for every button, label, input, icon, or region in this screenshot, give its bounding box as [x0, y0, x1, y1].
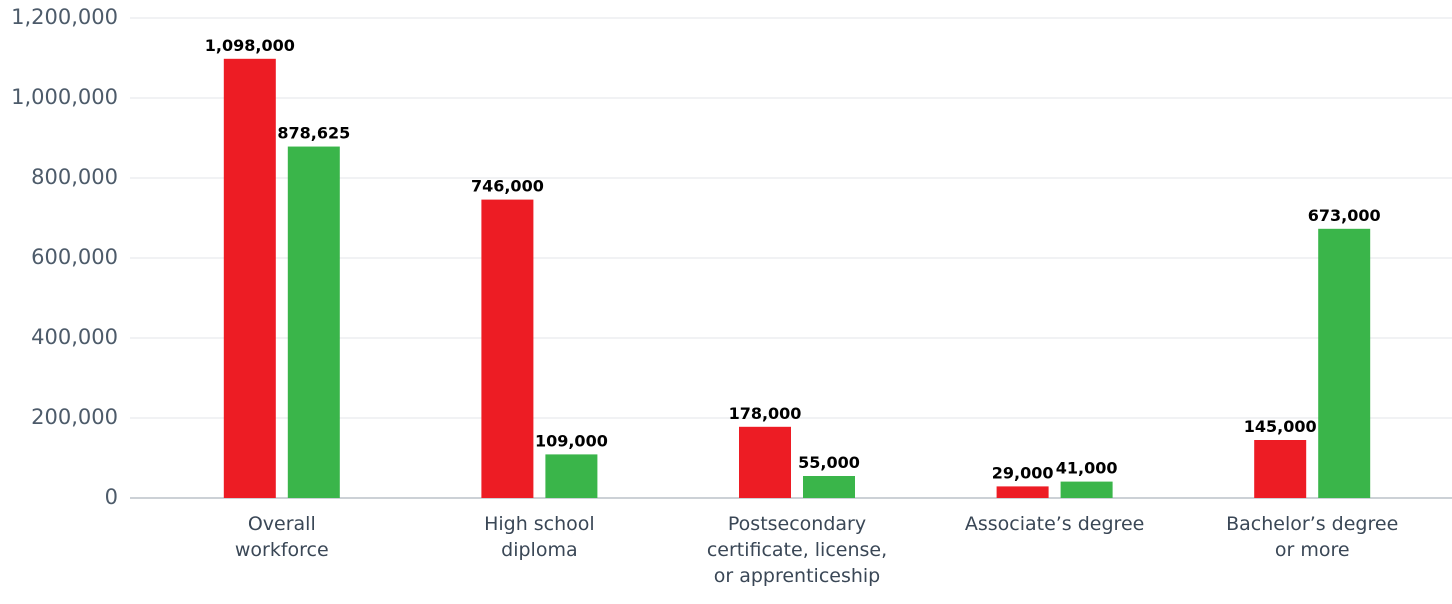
bar [739, 426, 791, 498]
value-label: 878,625 [277, 124, 350, 143]
x-tick-label: Bachelor’s degree or more [1226, 513, 1398, 561]
y-tick-label: 0 [105, 485, 118, 509]
value-label: 1,098,000 [205, 36, 295, 55]
bar [481, 199, 534, 498]
bar [996, 486, 1049, 498]
y-tick-label: 1,000,000 [11, 85, 118, 109]
x-tick-label: High school diploma [484, 513, 595, 561]
bar [545, 454, 598, 498]
bar [287, 146, 340, 499]
x-tick-label: Associate’s degree [965, 513, 1145, 535]
y-tick-label: 800,000 [31, 165, 118, 189]
value-label: 673,000 [1308, 206, 1381, 225]
y-tick-label: 1,200,000 [11, 5, 118, 29]
value-label: 109,000 [535, 431, 608, 450]
value-label: 178,000 [729, 404, 802, 423]
bar [223, 58, 276, 499]
y-tick-label: 200,000 [31, 405, 118, 429]
x-tick-label: Overall workforce [235, 513, 329, 561]
value-label: 55,000 [798, 453, 860, 472]
bar [803, 476, 855, 498]
value-label: 145,000 [1244, 417, 1317, 436]
y-tick-label: 400,000 [31, 325, 118, 349]
value-label: 41,000 [1056, 459, 1118, 478]
value-label: 746,000 [471, 177, 544, 196]
x-tick-label: Postsecondary certificate, license, or app… [707, 513, 887, 587]
value-label: 29,000 [992, 463, 1054, 482]
bar [1060, 481, 1113, 498]
y-tick-label: 600,000 [31, 245, 118, 269]
bar [1318, 228, 1371, 499]
bar [1254, 440, 1307, 498]
